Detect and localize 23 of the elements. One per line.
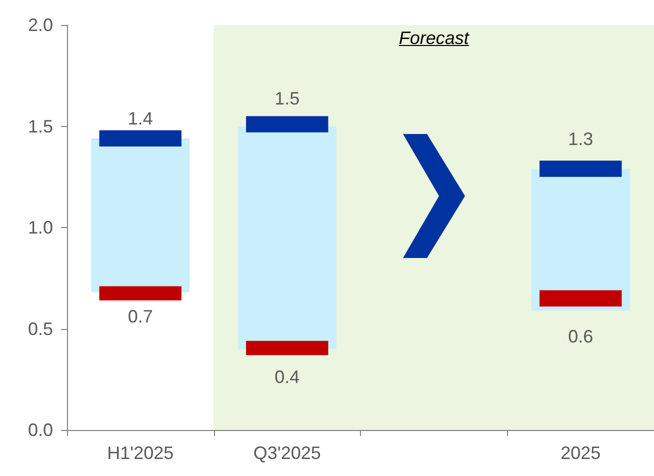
bar [246, 116, 328, 132]
y-tick-label: 0.0 [28, 420, 53, 440]
bar [246, 340, 328, 356]
y-tick-label: 1.5 [28, 116, 53, 136]
y-tick-label: 1.0 [28, 218, 53, 238]
x-tick-label: Q3'2025 [253, 443, 321, 463]
bar [91, 138, 190, 292]
y-tick-label: 0.5 [28, 318, 53, 339]
bar [99, 130, 182, 146]
annotation: 1.4 [128, 108, 153, 128]
annotation: 1.3 [568, 128, 594, 149]
annotation: 0.4 [274, 367, 300, 387]
annotation: 1.5 [274, 88, 300, 108]
x-tick-label: 2025 [560, 443, 601, 463]
y-tick-label: 2.0 [28, 15, 53, 35]
bar [540, 160, 622, 177]
annotation: 0.7 [128, 306, 153, 326]
bar [99, 286, 182, 300]
x-tick-label: H1'2025 [107, 443, 174, 463]
band-label: Forecast [398, 28, 469, 49]
bar [540, 290, 622, 306]
annotation: 0.6 [568, 326, 594, 346]
bar [238, 126, 336, 349]
